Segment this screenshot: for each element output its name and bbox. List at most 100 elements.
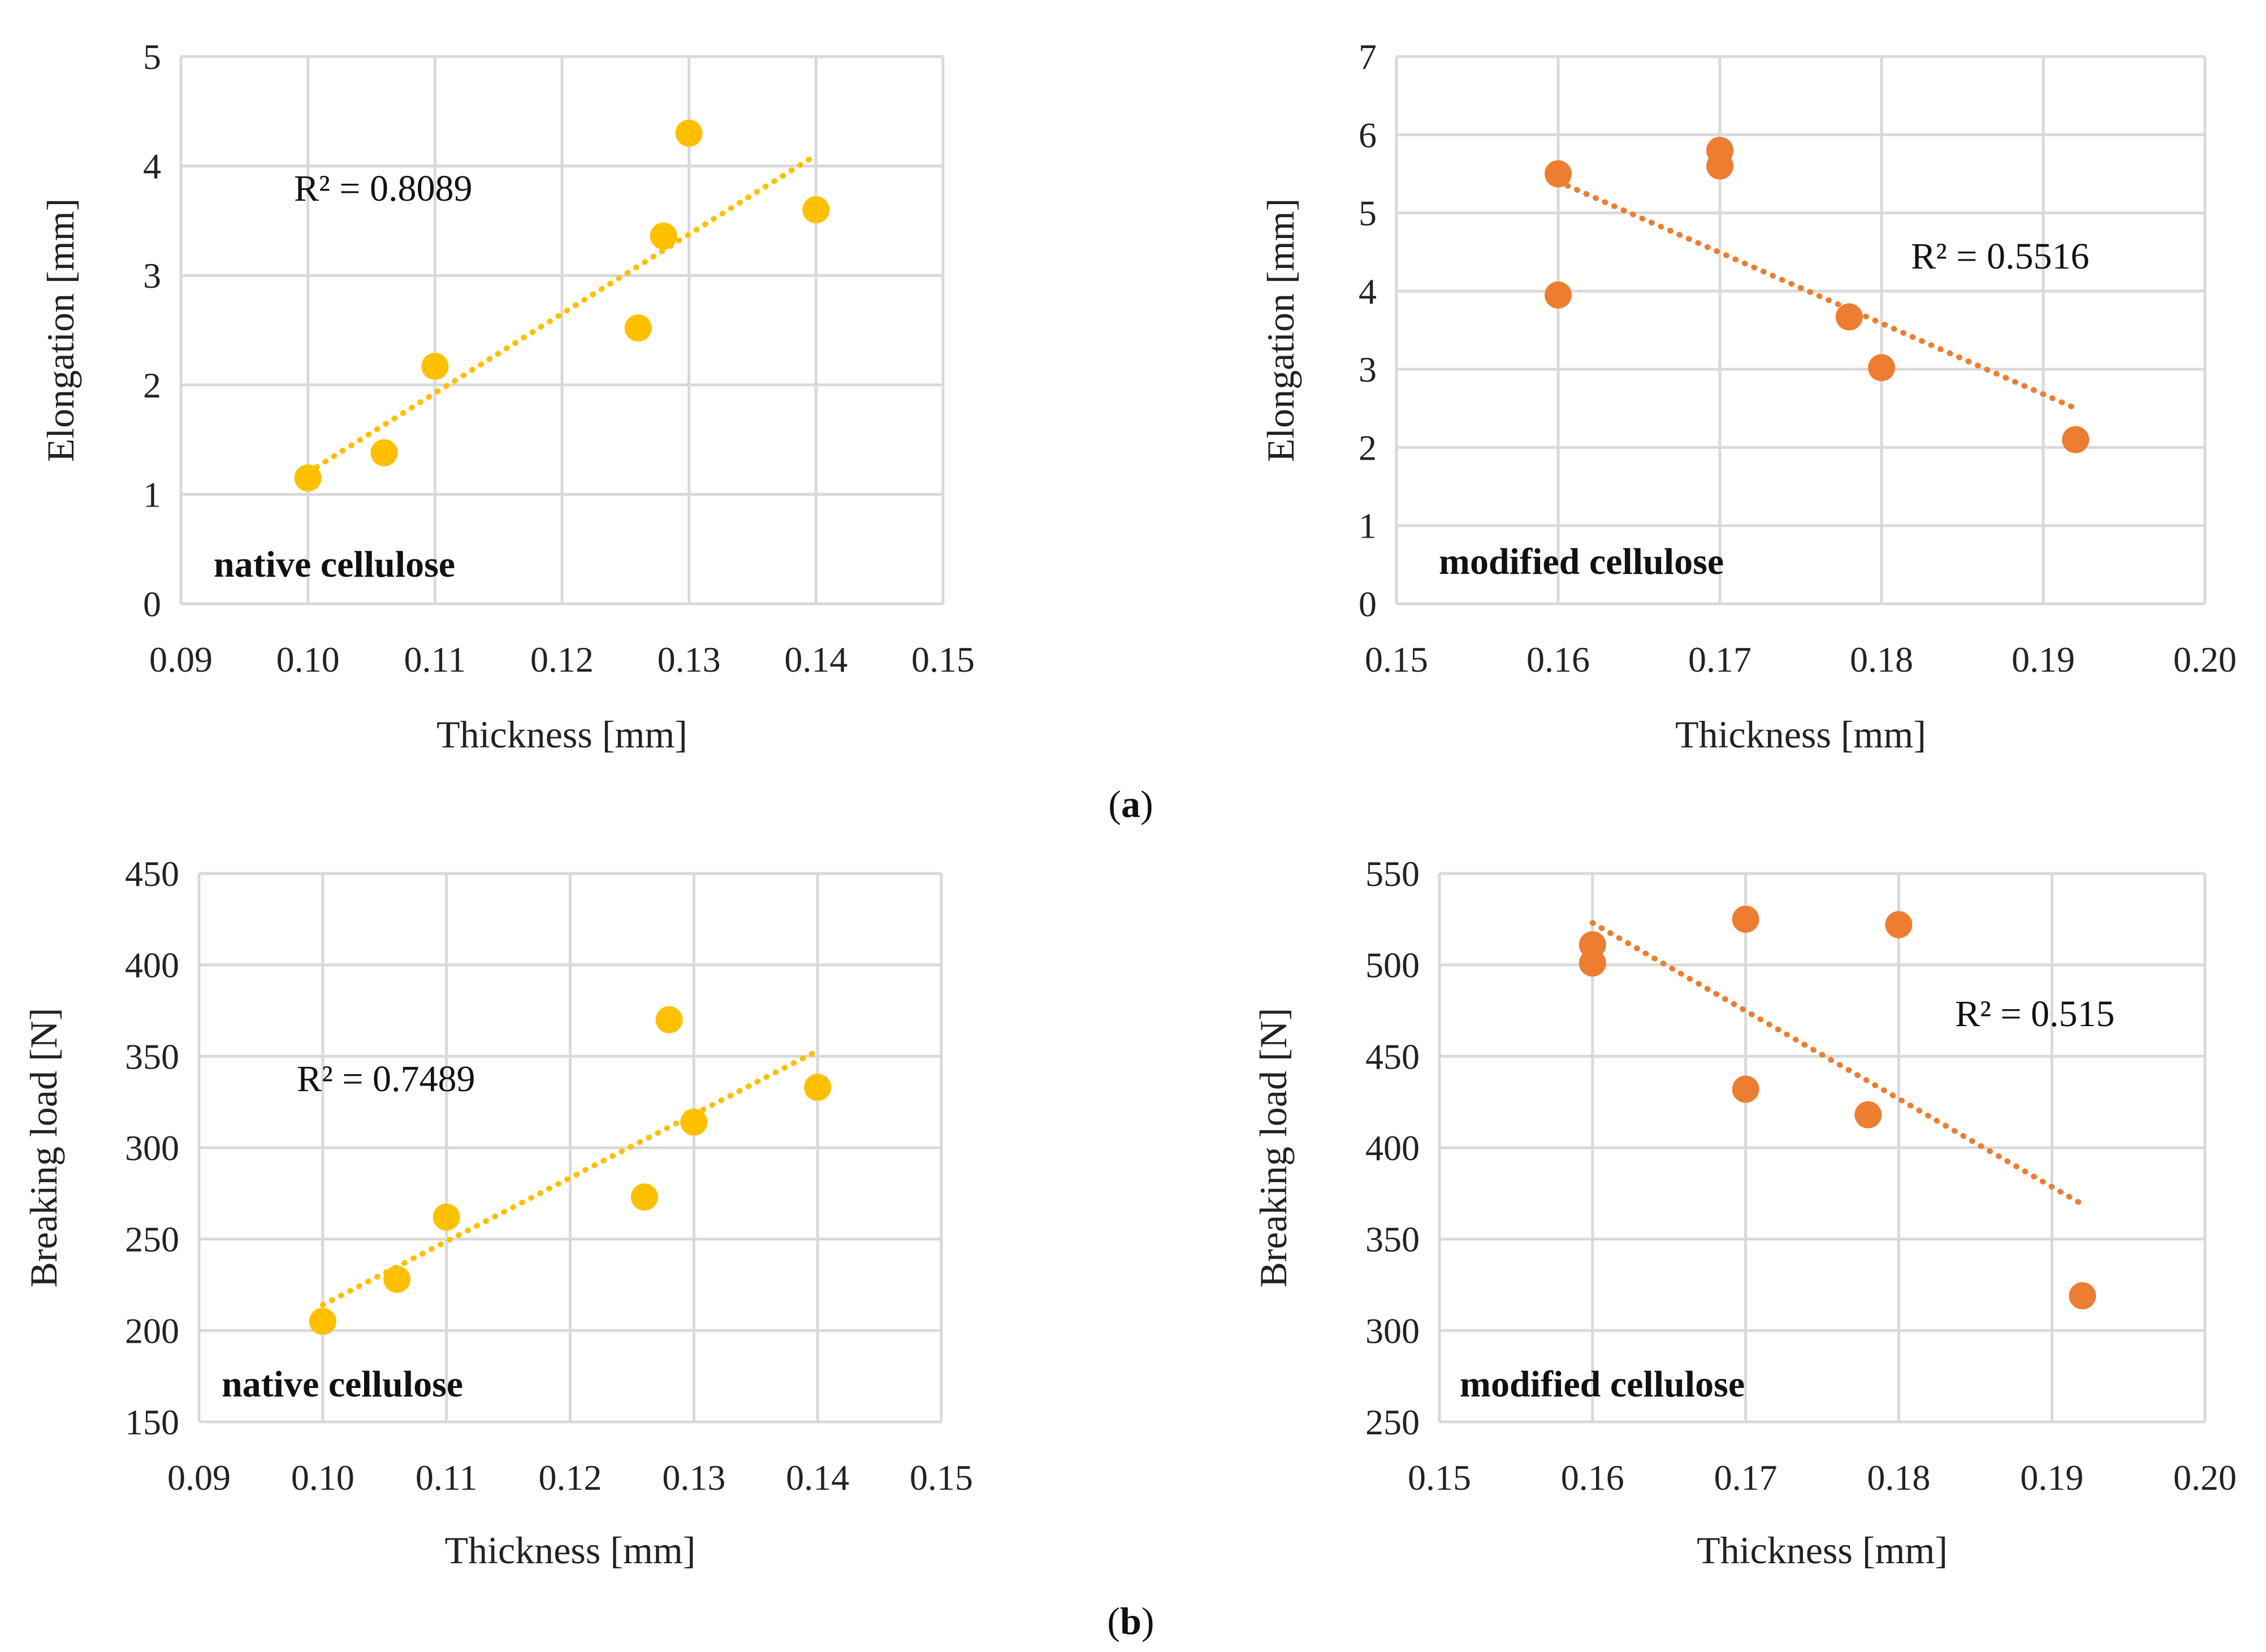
trendline	[1589, 920, 2086, 1208]
series-label: modified cellulose	[1439, 541, 1724, 582]
y-tick-label: 5	[1359, 193, 1377, 233]
data-point	[1579, 949, 1606, 977]
x-tick-label: 0.14	[786, 1458, 849, 1498]
y-tick-label: 4	[143, 146, 161, 187]
data-point	[433, 1203, 460, 1231]
x-tick-label: 0.12	[539, 1458, 602, 1498]
y-tick-label: 150	[125, 1402, 179, 1442]
y-tick-label: 2	[1359, 427, 1377, 468]
y-axis-title: Elongation [mm]	[1259, 198, 1302, 462]
data-point	[675, 119, 703, 147]
x-axis-title: Thickness [mm]	[436, 713, 687, 756]
x-tick-label: 0.14	[784, 639, 847, 680]
r2-label: R² = 0.515	[1955, 993, 2115, 1035]
y-tick-label: 0	[1359, 584, 1377, 624]
y-tick-label: 3	[1359, 349, 1377, 390]
caption-b: (b)	[1107, 1599, 1154, 1642]
caption-a: (a)	[1108, 782, 1153, 825]
data-point	[2062, 426, 2090, 453]
r2-label: R² = 0.8089	[294, 168, 473, 209]
data-point	[1732, 1075, 1759, 1103]
x-axis-title: Thickness [mm]	[445, 1529, 696, 1572]
x-tick-label: 0.10	[291, 1458, 354, 1498]
data-point	[650, 222, 677, 250]
trendline	[305, 152, 819, 475]
y-tick-label: 2	[143, 365, 161, 405]
y-tick-label: 250	[125, 1219, 179, 1260]
data-point	[421, 352, 449, 380]
x-tick-label: 0.11	[416, 1458, 478, 1498]
x-tick-label: 0.17	[1714, 1458, 1778, 1498]
caption-a-letter: a	[1121, 782, 1140, 825]
x-axis-title: Thickness [mm]	[1675, 713, 1926, 756]
x-tick-label: 0.20	[2173, 639, 2237, 680]
x-tick-label: 0.15	[1365, 639, 1428, 680]
data-point	[383, 1265, 411, 1293]
x-tick-label: 0.09	[149, 639, 213, 680]
y-axis-title: Breaking load [N]	[1252, 1008, 1295, 1288]
y-tick-label: 550	[1365, 854, 1420, 894]
y-axis-title: Elongation [mm]	[39, 198, 82, 462]
x-tick-label: 0.13	[658, 639, 721, 680]
r2-label: R² = 0.7489	[297, 1058, 475, 1100]
data-point	[655, 1006, 683, 1033]
y-tick-label: 400	[125, 945, 179, 985]
y-tick-label: 400	[1365, 1128, 1420, 1168]
data-point	[1854, 1101, 1882, 1128]
r2-label: R² = 0.5516	[1911, 236, 2090, 277]
y-tick-label: 1	[143, 474, 161, 514]
y-tick-label: 200	[125, 1311, 179, 1351]
data-point	[1835, 303, 1863, 331]
y-tick-label: 300	[125, 1128, 179, 1168]
x-tick-label: 0.10	[276, 639, 340, 680]
x-tick-label: 0.18	[1850, 639, 1913, 680]
series-label: modified cellulose	[1460, 1364, 1745, 1405]
panel-b-native-cellulose: 0.09 0.10 0.11 0.12 0.13 0.14 0.15 150 200 250 300…	[22, 854, 973, 1572]
series-label: native cellulose	[214, 544, 455, 585]
y-tick-label: 450	[125, 854, 179, 894]
data-point	[624, 314, 652, 342]
y-tick-label: 500	[1365, 945, 1420, 985]
x-tick-label: 0.16	[1526, 639, 1590, 680]
data-point	[1868, 354, 1895, 382]
x-tick-label: 0.19	[2020, 1458, 2083, 1498]
y-tick-label: 4	[1359, 271, 1377, 312]
x-tick-label: 0.15	[910, 1458, 973, 1498]
y-tick-label: 300	[1365, 1311, 1420, 1351]
x-tick-label: 0.16	[1561, 1458, 1624, 1498]
data-point	[804, 1074, 832, 1101]
x-tick-label: 0.20	[2173, 1458, 2237, 1498]
panel-a-native-cellulose: 0.09 0.10 0.11 0.12 0.13 0.14 0.15 0 1 2 3 4 5 Thickn…	[39, 37, 975, 756]
x-tick-label: 0.15	[911, 639, 975, 680]
y-tick-label: 5	[143, 37, 161, 77]
y-tick-label: 450	[1365, 1036, 1420, 1076]
y-tick-label: 3	[143, 256, 161, 296]
data-point	[802, 196, 830, 224]
panel-a-modified-cellulose: 0.15 0.16 0.17 0.18 0.19 0.20 0 1 2 3 4 5 6 7 Thicknes…	[1259, 37, 2237, 756]
data-point	[1732, 905, 1759, 933]
data-point	[1545, 160, 1572, 188]
y-tick-label: 1	[1359, 506, 1377, 546]
x-tick-label: 0.12	[530, 639, 594, 680]
data-point	[1545, 281, 1572, 309]
panel-b-modified-cellulose: 0.15 0.16 0.17 0.18 0.19 0.20 250 300 350 400 450 5…	[1252, 854, 2237, 1572]
x-tick-label: 0.09	[167, 1458, 231, 1498]
caption-b-letter: b	[1120, 1599, 1141, 1642]
x-tick-label: 0.11	[404, 639, 466, 680]
y-tick-label: 7	[1359, 37, 1377, 77]
data-point	[2069, 1282, 2096, 1309]
data-point	[1885, 911, 1913, 939]
x-tick-label: 0.19	[2012, 639, 2075, 680]
data-point	[630, 1183, 658, 1211]
x-tick-label: 0.15	[1408, 1458, 1471, 1498]
y-tick-label: 250	[1365, 1402, 1420, 1442]
y-tick-label: 0	[143, 584, 161, 624]
x-tick-label: 0.17	[1688, 639, 1752, 680]
x-tick-label: 0.13	[662, 1458, 725, 1498]
x-axis-title: Thickness [mm]	[1697, 1529, 1948, 1572]
trendline	[1555, 179, 2079, 412]
data-point	[680, 1108, 708, 1136]
y-tick-label: 6	[1359, 115, 1377, 155]
y-axis-title: Breaking load [N]	[22, 1008, 65, 1288]
